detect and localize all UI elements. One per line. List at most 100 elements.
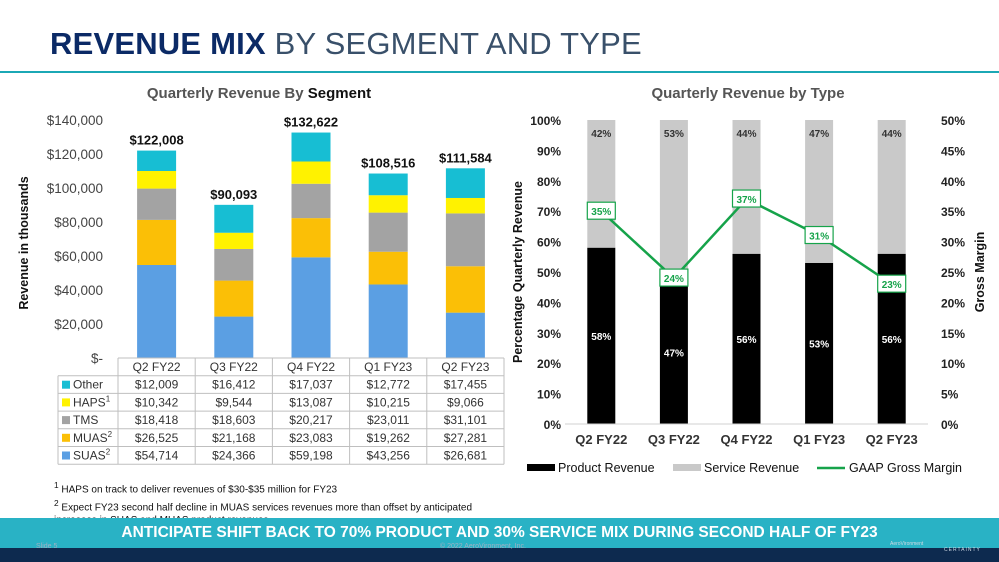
bar-segment-tms bbox=[214, 248, 254, 281]
legend-swatch-product bbox=[527, 464, 555, 471]
y-tick-label: 70% bbox=[537, 205, 561, 219]
bar-segment-suas bbox=[445, 312, 485, 358]
y2-tick-label: 30% bbox=[941, 236, 965, 250]
table-cell: $10,215 bbox=[367, 395, 411, 409]
y2-tick-label: 0% bbox=[941, 418, 959, 432]
table-cell: $13,087 bbox=[289, 395, 333, 409]
service-value-label: 47% bbox=[809, 129, 829, 140]
table-cell: $19,262 bbox=[367, 431, 411, 445]
y-tick-label: 50% bbox=[537, 266, 561, 280]
table-cell: $18,603 bbox=[212, 413, 256, 427]
table-row-label-muas: MUAS2 bbox=[73, 430, 113, 445]
table-cell: $16,412 bbox=[212, 378, 256, 392]
type-chart: Quarterly Revenue by Type Percentage Quar… bbox=[511, 85, 987, 475]
table-row-label-tms: TMS bbox=[73, 413, 98, 427]
y-tick-label: 80% bbox=[537, 175, 561, 189]
table-row-label-other: Other bbox=[73, 378, 103, 392]
table-cell: $12,772 bbox=[367, 378, 411, 392]
legend-label-gaap: GAAP Gross Margin bbox=[849, 461, 962, 475]
gaap-value-label: 23% bbox=[882, 280, 902, 291]
x-category-label: Q1 FY23 bbox=[793, 432, 845, 447]
gaap-value-label: 37% bbox=[736, 195, 756, 206]
table-cell: $20,217 bbox=[289, 413, 333, 427]
bar-segment-other bbox=[368, 173, 408, 196]
x-category-label: Q2 FY22 bbox=[133, 360, 181, 374]
bar-total-label: $132,622 bbox=[284, 115, 338, 130]
gaap-value-label: 31% bbox=[809, 232, 829, 243]
legend-swatch-suas bbox=[62, 451, 70, 460]
table-cell: $12,009 bbox=[135, 378, 179, 392]
slide-number: Slide 5 bbox=[36, 543, 58, 550]
y-tick-label: 0% bbox=[544, 418, 562, 432]
x-category-label: Q4 FY22 bbox=[287, 360, 335, 374]
y-axis-label: Percentage Quarterly Revenue bbox=[511, 181, 525, 363]
footer-bar bbox=[0, 548, 999, 562]
bar-service bbox=[587, 120, 616, 248]
legend-swatch-haps bbox=[62, 398, 70, 407]
table-cell: $59,198 bbox=[289, 449, 333, 463]
y-tick-label: $100,000 bbox=[47, 181, 103, 196]
x-category-label: Q2 FY23 bbox=[866, 432, 918, 447]
bar-segment-suas bbox=[291, 257, 331, 358]
gaap-label-box bbox=[804, 225, 834, 245]
table-cell: $9,544 bbox=[215, 395, 252, 409]
product-value-label: 47% bbox=[664, 349, 684, 360]
title-rest: BY SEGMENT AND TYPE bbox=[265, 26, 642, 61]
table-cell: $31,101 bbox=[444, 413, 488, 427]
table-cell: $23,083 bbox=[289, 431, 333, 445]
bar-segment-other bbox=[291, 132, 331, 162]
y-tick-label: 10% bbox=[537, 388, 561, 402]
bar-total-label: $122,008 bbox=[129, 133, 183, 148]
bar-segment-tms bbox=[368, 212, 408, 252]
bar-segment-muas bbox=[214, 280, 254, 317]
bar-segment-other bbox=[137, 150, 177, 172]
table-cell: $43,256 bbox=[367, 449, 411, 463]
bar-product bbox=[659, 281, 688, 424]
segment-chart-title: Quarterly Revenue By Segment bbox=[147, 85, 371, 102]
y-tick-label: 30% bbox=[537, 327, 561, 341]
table-cell: $24,366 bbox=[212, 449, 256, 463]
y2-tick-label: 20% bbox=[941, 296, 965, 310]
y-tick-label: $60,000 bbox=[54, 249, 103, 264]
bar-segment-haps bbox=[214, 232, 254, 249]
y2-axis-label: Gross Margin bbox=[973, 232, 987, 313]
x-category-label: Q2 FY23 bbox=[441, 360, 489, 374]
y2-tick-label: 10% bbox=[941, 357, 965, 371]
bar-product bbox=[805, 262, 834, 424]
bar-service bbox=[732, 120, 761, 254]
takeaway-banner: ANTICIPATE SHIFT BACK TO 70% PRODUCT AND… bbox=[0, 518, 999, 548]
title-bold: REVENUE MIX bbox=[50, 26, 266, 61]
bar-segment-suas bbox=[214, 316, 254, 358]
table-cell: $26,525 bbox=[135, 431, 179, 445]
y-tick-label: $140,000 bbox=[47, 113, 103, 128]
page-title: REVENUE MIX BY SEGMENT AND TYPE bbox=[50, 26, 642, 62]
bar-segment-suas bbox=[368, 284, 408, 358]
table-cell: $27,281 bbox=[444, 431, 488, 445]
title-rule bbox=[0, 71, 999, 73]
y-tick-label: $120,000 bbox=[47, 147, 103, 162]
bar-segment-tms bbox=[291, 183, 331, 219]
legend-swatch-muas bbox=[62, 433, 70, 442]
bar-segment-suas bbox=[137, 264, 177, 358]
y2-tick-label: 50% bbox=[941, 114, 965, 128]
gaap-value-label: 35% bbox=[591, 207, 611, 218]
y2-tick-label: 40% bbox=[941, 175, 965, 189]
x-category-label: Q2 FY22 bbox=[575, 432, 627, 447]
legend-label-service: Service Revenue bbox=[704, 461, 799, 475]
bar-service bbox=[659, 120, 688, 282]
segment-chart: Quarterly Revenue By Segment Revenue in t… bbox=[17, 85, 505, 465]
legend-swatch-tms bbox=[62, 416, 70, 425]
gaap-label-box bbox=[659, 268, 689, 287]
x-category-label: Q4 FY22 bbox=[720, 432, 772, 447]
bar-segment-muas bbox=[368, 251, 408, 285]
x-category-label: Q3 FY22 bbox=[210, 360, 258, 374]
y-tick-label: $20,000 bbox=[54, 317, 103, 332]
y-tick-label: $- bbox=[91, 351, 103, 366]
gaap-value-label: 24% bbox=[664, 274, 684, 285]
gaap-label-box bbox=[731, 189, 762, 208]
legend-swatch-service bbox=[673, 464, 701, 471]
bar-total-label: $90,093 bbox=[210, 187, 257, 202]
type-chart-title: Quarterly Revenue by Type bbox=[651, 85, 844, 102]
product-value-label: 53% bbox=[809, 339, 829, 350]
bar-segment-other bbox=[445, 168, 485, 198]
